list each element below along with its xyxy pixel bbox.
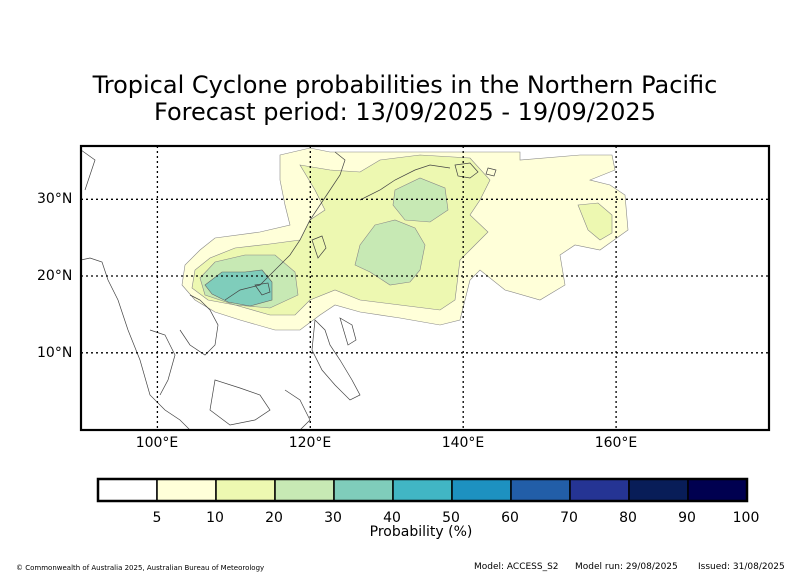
- colorbar-label-30: 30: [324, 510, 342, 526]
- lat-label-30: 30°N: [37, 191, 73, 207]
- lon-label-140: 140°E: [441, 435, 485, 451]
- colorbar-frame: [96, 477, 749, 503]
- colorbar-label-5: 5: [152, 510, 162, 526]
- colorbar-swatch: [569, 478, 630, 502]
- model-run-date: Model run: 29/08/2025: [575, 562, 678, 572]
- title-line-2: Forecast period: 13/09/2025 - 19/09/2025: [154, 98, 656, 126]
- contour-30pct-sea: [204, 269, 273, 307]
- lat-label-20: 20°N: [37, 268, 73, 284]
- coastlines: [81, 149, 497, 430]
- colorbar-swatch: [687, 478, 748, 502]
- colorbar-swatch: [274, 478, 335, 502]
- colorbar-label-40: 40: [383, 510, 401, 526]
- title-line-1: Tropical Cyclone probabilities in the No…: [92, 71, 718, 99]
- colorbar-swatch: [333, 478, 394, 502]
- colorbar-label-70: 70: [560, 510, 578, 526]
- colorbar-swatch: [156, 478, 217, 502]
- colorbar: [96, 477, 749, 503]
- copyright-text: © Commonwealth of Australia 2025, Austra…: [16, 564, 265, 572]
- lon-label-160: 160°E: [594, 435, 638, 451]
- colorbar-swatch: [215, 478, 276, 502]
- issued-date: Issued: 31/08/2025: [698, 562, 785, 572]
- contour-20pct-north: [392, 177, 449, 223]
- colorbar-label-90: 90: [678, 510, 696, 526]
- colorbar-title: Probability (%): [369, 524, 473, 540]
- colorbar-swatch: [510, 478, 571, 502]
- map-frame: [79, 144, 771, 432]
- colorbar-swatch: [97, 478, 158, 502]
- colorbar-label-10: 10: [206, 510, 224, 526]
- gridlines: [81, 146, 769, 430]
- colorbar-swatch: [392, 478, 453, 502]
- model-name: Model: ACCESS_S2: [474, 562, 559, 572]
- colorbar-label-80: 80: [619, 510, 637, 526]
- colorbar-label-20: 20: [265, 510, 283, 526]
- lat-label-10: 10°N: [37, 345, 73, 361]
- contour-20pct: [354, 219, 426, 286]
- colorbar-label-60: 60: [501, 510, 519, 526]
- contour-20pct-east: [577, 202, 613, 241]
- colorbar-swatch: [451, 478, 512, 502]
- lon-label-100: 100°E: [135, 435, 179, 451]
- lon-label-120: 120°E: [288, 435, 332, 451]
- colorbar-label-50: 50: [442, 510, 460, 526]
- colorbar-swatch: [628, 478, 689, 502]
- colorbar-label-100: 100: [732, 510, 760, 526]
